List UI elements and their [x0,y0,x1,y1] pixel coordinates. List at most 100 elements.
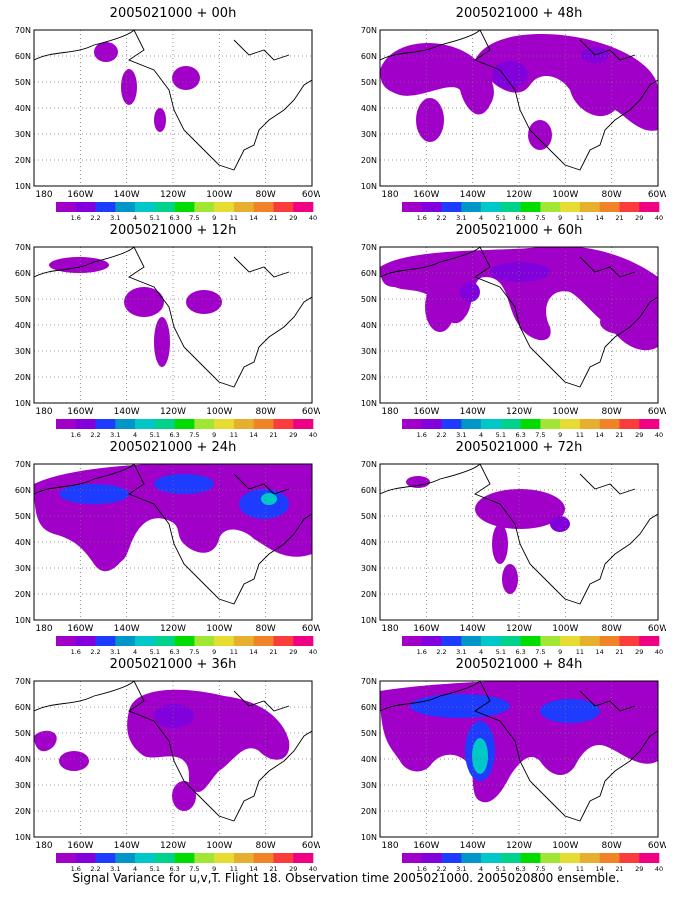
colorbar-swatch [520,419,541,429]
colorbar-swatch [174,202,195,212]
lon-tick-label: 160W [413,624,439,634]
colorbar-swatch [154,202,175,212]
colorbar-label: 11 [230,214,238,222]
colorbar-swatch [174,853,195,863]
colorbar-swatch [273,636,294,646]
lat-tick-label: 10N [15,616,31,625]
colorbar-label: 14 [596,214,604,222]
colorbar-swatch [194,202,215,212]
colorbar-swatch [233,636,254,646]
coastline [380,30,658,171]
colorbar-label: 7.5 [189,865,199,873]
colorbar-label: 21 [615,431,623,439]
lon-tick-label: 100W [206,190,232,200]
lon-tick-label: 100W [206,841,232,851]
lat-tick-label: 40N [15,755,31,764]
lon-tick-label: 180 [381,407,398,417]
colorbar-swatch [579,636,600,646]
lat-tick-label: 20N [15,373,31,382]
lat-tick-label: 60N [15,269,31,278]
colorbar-swatch [75,202,96,212]
variance-region [154,108,166,132]
colorbar-label: 3.1 [456,431,466,439]
colorbar-label: 3.1 [110,431,120,439]
colorbar-label: 4 [133,648,137,656]
colorbar-label: 6.3 [169,648,179,656]
lon-tick-label: 80W [601,841,621,851]
map-frame [379,246,659,404]
colorbar-swatch [56,636,77,646]
variance-region [172,781,196,811]
lon-tick-label: 120W [506,841,532,851]
forecast-map-panel: 70N 60N 50N 40N 30N 20N 10N 180 160W 140W 120W 100W… [361,677,666,873]
variance-region [425,282,455,332]
variance-region [172,66,200,90]
colorbar-label: 2.2 [90,214,100,222]
lon-tick-label: 80W [255,624,275,634]
lat-tick-label: 30N [361,130,377,139]
variance-region [540,699,600,723]
lat-tick-label: 20N [15,590,31,599]
lat-tick-label: 50N [361,512,377,521]
colorbar-swatch [520,202,541,212]
colorbar-label: 5.1 [496,431,506,439]
lat-tick-label: 20N [15,156,31,165]
lon-tick-label: 80W [255,407,275,417]
colorbar-label: 9 [212,214,216,222]
colorbar-label: 40 [309,865,317,873]
variance-region [475,489,565,529]
colorbar-label: 14 [596,648,604,656]
colorbar-swatch [619,853,640,863]
colorbar-swatch [95,419,116,429]
variance-region [99,524,129,564]
lat-tick-label: 50N [361,295,377,304]
colorbar-label: 4 [479,431,483,439]
lon-tick-label: 60W [648,407,666,417]
colorbar-swatch [402,853,423,863]
colorbar-label: 9 [558,648,562,656]
colorbar-swatch [194,853,215,863]
lon-tick-label: 180 [381,841,398,851]
colorbar-swatch [233,853,254,863]
lat-tick-label: 40N [361,104,377,113]
variance-region [416,98,444,142]
colorbar-label: 29 [289,431,297,439]
variance-region [186,290,222,314]
lon-tick-label: 60W [302,190,320,200]
colorbar-swatch [421,202,442,212]
colorbar-label: 3.1 [456,214,466,222]
lon-tick-label: 140W [114,841,140,851]
lon-tick-label: 80W [255,841,275,851]
colorbar-swatch [619,202,640,212]
variance-region [154,704,194,728]
lat-tick-label: 20N [15,807,31,816]
coastline [34,464,312,605]
lat-tick-label: 40N [361,321,377,330]
lon-tick-label: 120W [506,624,532,634]
lon-tick-label: 160W [67,190,93,200]
colorbar-label: 4 [133,431,137,439]
colorbar-swatch [115,202,136,212]
colorbar-swatch [481,853,502,863]
lat-tick-label: 40N [361,538,377,547]
colorbar-swatch [135,202,156,212]
colorbar-swatch [540,853,561,863]
colorbar-label: 2.2 [90,431,100,439]
colorbar-label: 1.6 [417,865,427,873]
colorbar-label: 21 [615,648,623,656]
colorbar-swatch [115,853,136,863]
coastline [380,247,658,388]
lat-tick-label: 70N [361,26,377,35]
colorbar-swatch [135,419,156,429]
lon-tick-label: 120W [160,190,186,200]
colorbar-swatch [421,636,442,646]
colorbar-label: 7.5 [535,648,545,656]
colorbar-swatch [461,636,482,646]
colorbar-swatch [194,419,215,429]
lon-tick-label: 100W [206,407,232,417]
variance-region [124,287,164,317]
colorbar-swatch [579,419,600,429]
colorbar-label: 11 [576,431,584,439]
colorbar-swatch [233,202,254,212]
variance-region [121,69,137,105]
